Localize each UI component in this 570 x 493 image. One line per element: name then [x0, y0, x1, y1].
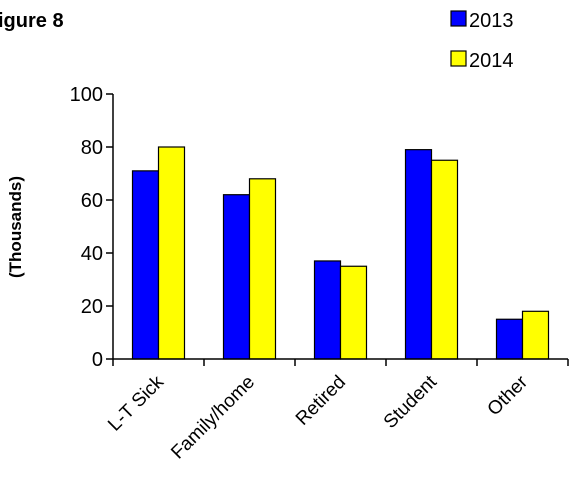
x-category-label: L-T Sick — [104, 371, 168, 435]
legend-swatch-2014 — [450, 50, 467, 67]
bar-2014-l-t-sick — [157, 146, 186, 360]
legend-swatch-2013 — [450, 10, 467, 27]
y-tick-label: 20 — [81, 296, 103, 318]
bar-2013-family-home — [222, 194, 251, 360]
bar-2013-other — [495, 318, 524, 360]
bars-layer — [131, 146, 550, 360]
x-category-label: Retired — [292, 372, 350, 430]
x-labels-layer: L-T Sick Family/home Retired Student Other — [104, 371, 532, 463]
x-category-label: Student — [380, 371, 442, 433]
axes-layer — [112, 94, 569, 366]
y-axis-title: (Thousands) — [6, 176, 25, 278]
y-tick-label: 100 — [70, 84, 103, 106]
figure-label: igure 8 — [0, 10, 64, 32]
y-tick-label: 40 — [81, 243, 103, 265]
bar-2014-student — [430, 159, 459, 360]
y-tick-label: 60 — [81, 190, 103, 212]
y-ticks-layer: 0 20 40 60 80 100 — [70, 84, 113, 371]
bar-2014-retired — [339, 265, 368, 360]
y-tick-label: 80 — [81, 137, 103, 159]
bar-2014-other — [521, 310, 550, 360]
bar-2013-student — [404, 149, 433, 360]
bar-2014-family-home — [248, 178, 277, 360]
x-category-label: Other — [484, 371, 533, 420]
bar-2013-l-t-sick — [131, 170, 160, 360]
legend-label-2013: 2013 — [469, 10, 514, 32]
bar-2013-retired — [313, 260, 342, 360]
x-category-label: Family/home — [167, 372, 259, 464]
legend: 2013 2014 — [450, 10, 514, 72]
legend-label-2014: 2014 — [469, 50, 514, 72]
y-tick-label: 0 — [92, 349, 103, 371]
